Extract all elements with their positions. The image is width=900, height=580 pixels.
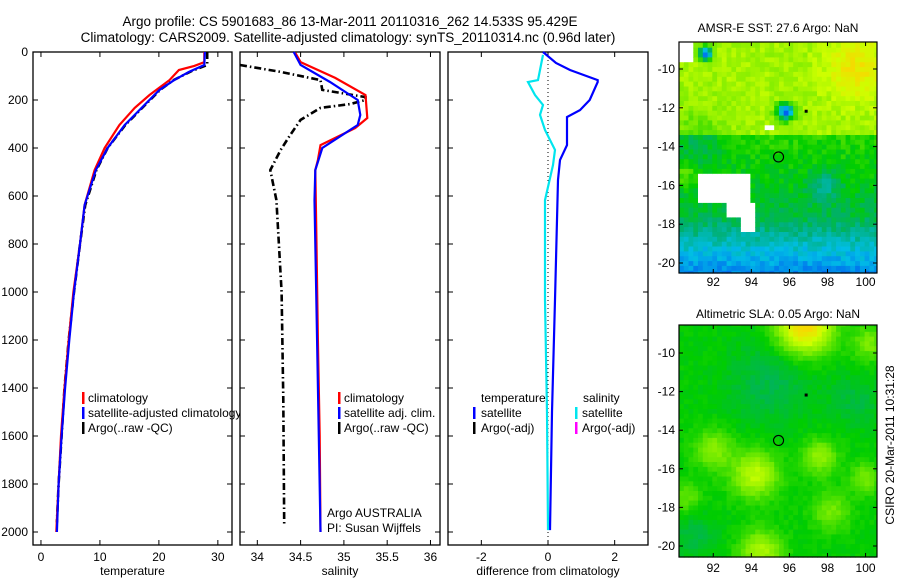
legend-entry: satellite (582, 406, 623, 420)
legend-heading: temperature (481, 391, 546, 405)
y-tick-label: -14 (658, 423, 676, 437)
temperature-panel: 0 10 20 30 0 200 400 600 800 1000 1200 1400 1600 1800… (1, 45, 241, 578)
track-marker (804, 109, 808, 113)
legend-swatch (575, 407, 578, 419)
legend-entry: Argo(..raw -QC) (344, 421, 429, 435)
figure-title-line1: Argo profile: CS 5901683_86 13-Mar-2011 … (122, 14, 577, 29)
x-tick-label: 34 (251, 550, 265, 564)
map-title: AMSR-E SST: 27.6 Argo: NaN (698, 21, 859, 35)
map-raster (679, 325, 877, 558)
x-tick-label: 30 (211, 550, 225, 564)
temperature-axes-box (32, 51, 233, 546)
y-tick-label: 1400 (1, 381, 28, 395)
argo-position-marker (773, 151, 785, 163)
legend-entry: Argo(-adj) (481, 421, 534, 435)
x-tick-label: 100 (856, 561, 876, 575)
x-tick-label: 94 (745, 275, 759, 289)
legend-entry: climatology (88, 391, 148, 405)
map-axes-box (678, 41, 878, 274)
legend-swatch (338, 422, 341, 434)
sla-map: Altimetric SLA: 0.05 Argo: NaN 92 94 96 98 10… (658, 307, 878, 575)
x-tick-label: 10 (93, 550, 107, 564)
y-tick-label: 2000 (1, 525, 28, 539)
x-tick-label: 34.5 (289, 550, 313, 564)
x-tick-label: -2 (476, 550, 487, 564)
x-tick-label: 2 (611, 550, 618, 564)
y-tick-label: -10 (658, 346, 676, 360)
x-tick-label: 96 (783, 561, 797, 575)
series-line-temperature-satellite (542, 51, 599, 531)
legend-swatch (473, 422, 476, 434)
legend-entry: Argo(-adj) (582, 421, 635, 435)
y-tick-label: -16 (658, 462, 676, 476)
legend-entry: climatology (344, 391, 404, 405)
y-tick-label: 600 (8, 189, 28, 203)
legend-swatch (575, 422, 578, 434)
x-tick-label: 98 (821, 275, 835, 289)
y-tick-label: 400 (8, 141, 28, 155)
legend-swatch (82, 422, 85, 434)
x-tick-label: 98 (821, 561, 835, 575)
legend-entry: satellite-adjusted climatology (88, 406, 241, 420)
series-line-satellite-adjusted-climatology (55, 51, 206, 533)
argo-position-marker (773, 434, 785, 447)
y-tick-label: -10 (658, 62, 676, 76)
y-tick-label: 1600 (1, 429, 28, 443)
y-tick-label: -20 (658, 539, 676, 553)
legend-heading: salinity (583, 391, 620, 405)
map-axes-box (678, 324, 878, 558)
annotation-institution: Argo AUSTRALIA (327, 506, 422, 520)
track-marker (804, 393, 808, 397)
legend-entry: Argo(..raw -QC) (88, 421, 173, 435)
x-tick-label: 92 (707, 275, 721, 289)
x-tick-label: 100 (856, 275, 876, 289)
y-tick-label: 0 (21, 45, 28, 59)
y-tick-label: -16 (658, 178, 676, 192)
x-tick-label: 35.5 (376, 550, 400, 564)
y-tick-label: 800 (8, 237, 28, 251)
legend-swatch (82, 392, 85, 404)
legend-swatch (338, 407, 341, 419)
legend-swatch (473, 407, 476, 419)
legend-swatch (82, 407, 85, 419)
map-title: Altimetric SLA: 0.05 Argo: NaN (696, 307, 860, 321)
salinity-panel: 34 34.5 35 35.5 36 salinity climatologysatelli… (239, 51, 441, 578)
annotation-pi: PI: Susan Wijffels (327, 521, 421, 535)
y-tick-label: 200 (8, 93, 28, 107)
x-tick-label: 36 (424, 550, 438, 564)
y-tick-label: -12 (658, 101, 676, 115)
y-tick-label: -20 (658, 256, 676, 270)
x-tick-label: 0 (545, 550, 552, 564)
y-tick-label: -12 (658, 385, 676, 399)
series-line-satellite-adj-clim- (292, 51, 362, 533)
y-tick-label: 1000 (1, 285, 28, 299)
csiro-timestamp: CSIRO 20-Mar-2011 10:31:28 (883, 365, 897, 525)
y-tick-label: -14 (658, 140, 676, 154)
x-tick-label: 94 (745, 561, 759, 575)
temperature-xlabel: temperature (100, 564, 165, 578)
x-tick-label: 20 (152, 550, 166, 564)
series-line-salinity-satellite (526, 54, 557, 531)
salinity-xlabel: salinity (322, 564, 359, 578)
sst-map: AMSR-E SST: 27.6 Argo: NaN 92 94 96 98 100 -10… (658, 21, 878, 289)
figure-title-line2: Climatology: CARS2009. Satellite-adjuste… (81, 30, 616, 45)
y-tick-label: -18 (658, 500, 676, 514)
x-tick-label: 0 (38, 550, 45, 564)
difference-xlabel: difference from climatology (476, 564, 619, 578)
x-tick-label: 92 (707, 561, 721, 575)
x-tick-label: 96 (783, 275, 797, 289)
legend-entry: satellite (481, 406, 522, 420)
x-tick-label: 35 (337, 550, 351, 564)
y-tick-label: 1800 (1, 477, 28, 491)
map-raster (679, 42, 877, 274)
salinity-axes-box (239, 51, 441, 546)
y-tick-label: -18 (658, 217, 676, 231)
legend-entry: satellite adj. clim. (344, 406, 435, 420)
y-tick-label: 1200 (1, 333, 28, 347)
legend-swatch (338, 392, 341, 404)
